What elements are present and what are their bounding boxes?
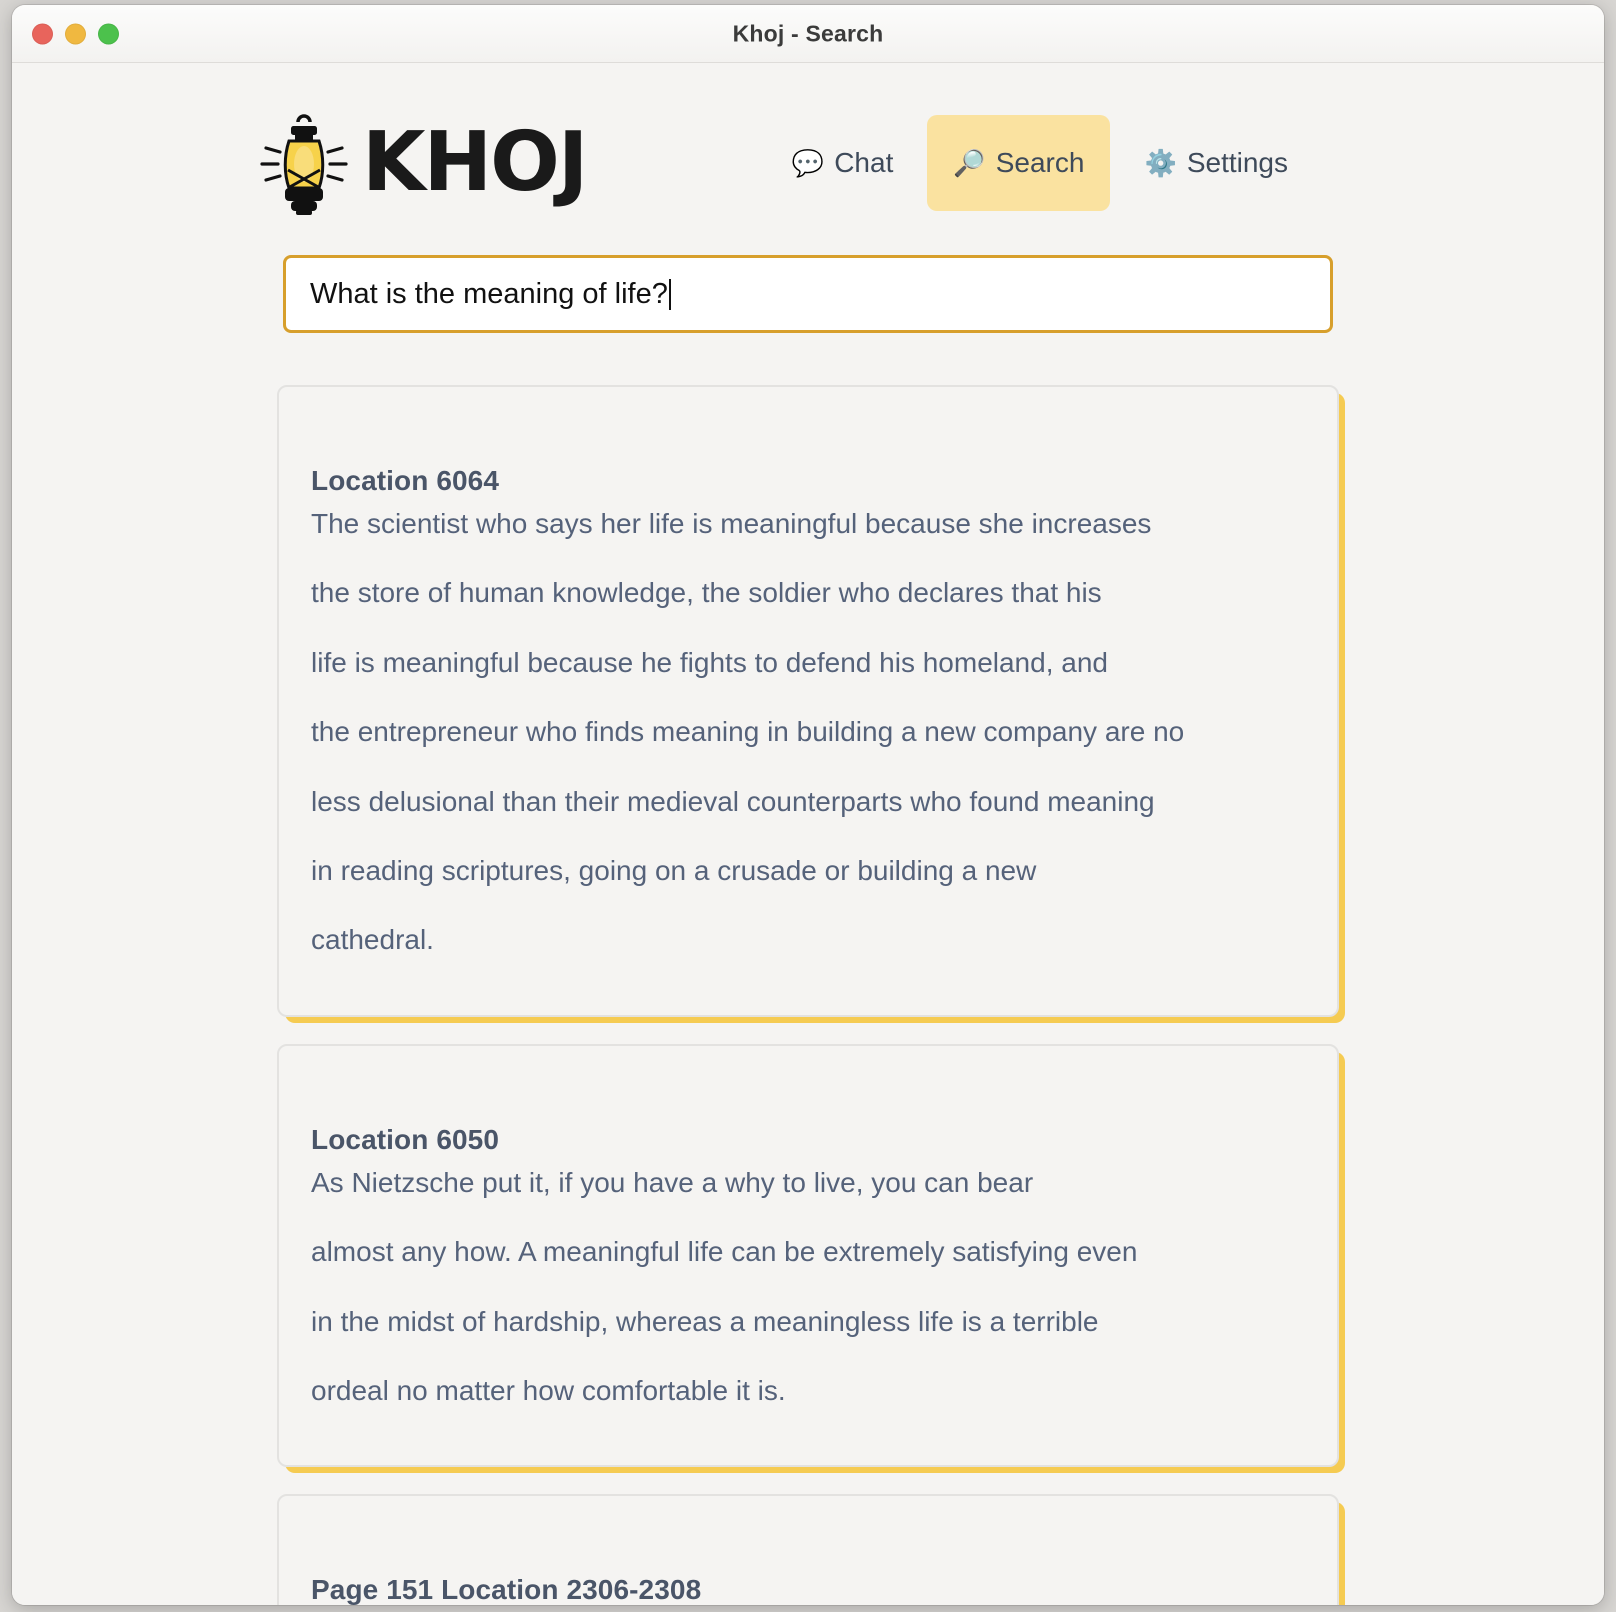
nav-item-search[interactable]: 🔎 Search bbox=[927, 115, 1111, 211]
result-title: Location 6050 bbox=[311, 1123, 500, 1155]
result-line: in the midst of hardship, whereas a mean… bbox=[311, 1305, 1099, 1337]
nav-label-search: Search bbox=[995, 147, 1085, 178]
result-line: As Nietzsche put it, if you have a why t… bbox=[311, 1166, 1034, 1198]
result-line: in reading scriptures, going on a crusad… bbox=[311, 854, 1037, 886]
result-line: life is meaningful because he fights to … bbox=[311, 646, 1108, 678]
result-line: the store of human knowledge, the soldie… bbox=[311, 577, 1102, 609]
result-line: the entrepreneur who finds meaning in bu… bbox=[311, 716, 1185, 748]
result-card-2[interactable]: Location 6050 As Nietzsche put it, if yo… bbox=[277, 1043, 1345, 1473]
gear-icon: ⚙️ bbox=[1144, 148, 1177, 178]
result-line: The scientist who says her life is meani… bbox=[311, 508, 1152, 539]
zoom-button[interactable] bbox=[98, 23, 119, 44]
search-input-value: What is the meaning of life? bbox=[310, 277, 668, 310]
main-nav: 💬 Chat 🔎 Search ⚙️ Settings bbox=[766, 115, 1314, 211]
titlebar: Khoj - Search bbox=[12, 5, 1604, 63]
nav-label-settings: Settings bbox=[1186, 147, 1288, 178]
lantern-icon bbox=[254, 108, 354, 218]
result-title: Page 151 Location 2306-2308 bbox=[311, 1574, 702, 1605]
close-button[interactable] bbox=[32, 23, 53, 44]
magnifier-icon: 🔎 bbox=[953, 148, 986, 178]
minimize-button[interactable] bbox=[65, 23, 86, 44]
results-list: Location 6064 The scientist who says her… bbox=[277, 385, 1345, 1605]
result-line: less delusional than their medieval coun… bbox=[311, 785, 1155, 817]
window-title: Khoj - Search bbox=[732, 20, 884, 46]
result-card-3[interactable]: Page 151 Location 2306-2308 The proper e… bbox=[277, 1494, 1345, 1605]
app-window: Khoj - Search bbox=[12, 5, 1604, 1605]
result-line: ordeal no matter how comfortable it is. bbox=[311, 1374, 786, 1406]
app-header: KHOJ 💬 Chat 🔎 Search ⚙️ Settings bbox=[12, 63, 1604, 233]
text-caret bbox=[668, 278, 671, 310]
nav-item-settings[interactable]: ⚙️ Settings bbox=[1118, 115, 1314, 211]
traffic-light-group bbox=[32, 23, 119, 44]
logo-wordmark: KHOJ bbox=[362, 115, 588, 211]
nav-item-chat[interactable]: 💬 Chat bbox=[766, 115, 920, 211]
app-body: KHOJ 💬 Chat 🔎 Search ⚙️ Settings bbox=[12, 63, 1604, 1605]
result-line: almost any how. A meaningful life can be… bbox=[311, 1236, 1138, 1268]
khoj-logo[interactable]: KHOJ bbox=[254, 108, 588, 218]
result-title: Location 6064 bbox=[311, 465, 500, 496]
result-card-1[interactable]: Location 6064 The scientist who says her… bbox=[277, 385, 1345, 1023]
search-input[interactable]: What is the meaning of life? bbox=[283, 255, 1333, 333]
search-section: What is the meaning of life? bbox=[12, 255, 1604, 333]
result-line: cathedral. bbox=[311, 924, 434, 956]
speech-bubble-icon: 💬 bbox=[791, 148, 825, 178]
nav-label-chat: Chat bbox=[834, 147, 894, 178]
